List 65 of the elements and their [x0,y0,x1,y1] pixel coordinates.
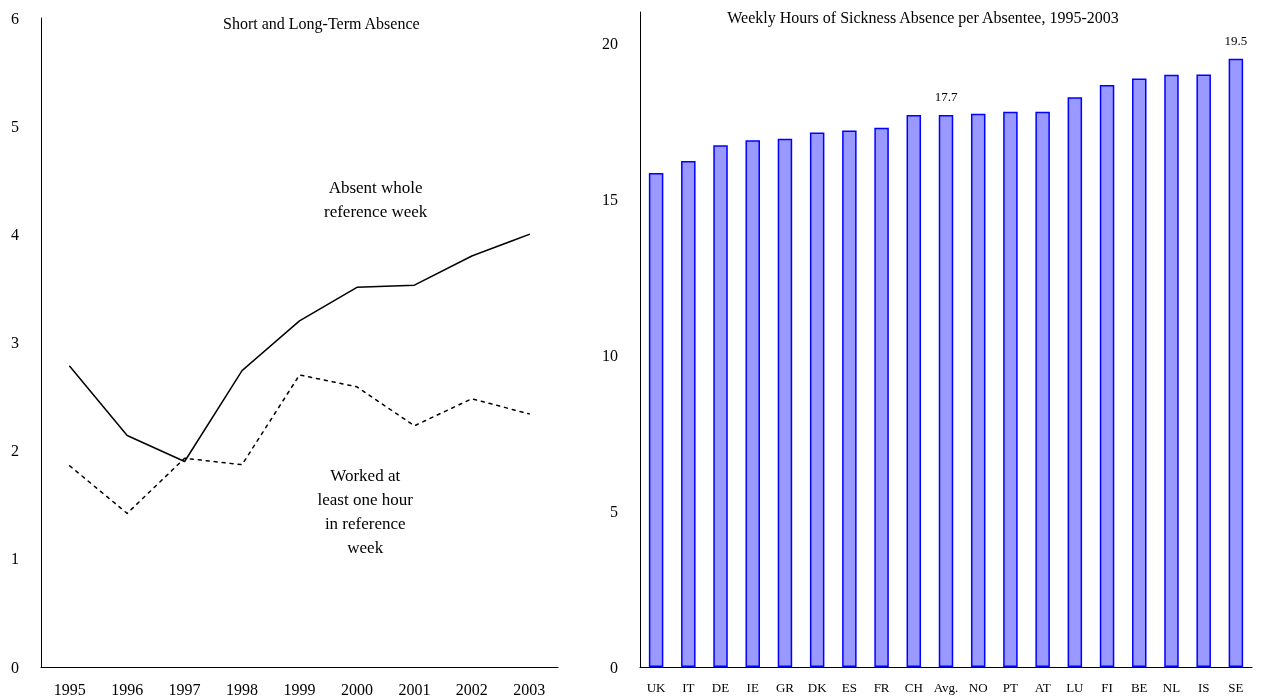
x-tick-label: ES [841,680,857,695]
data-label: 17.7 [934,88,958,104]
y-tick-label: 15 [602,190,618,208]
x-tick-label: Avg. [933,680,959,695]
y-tick-label: 4 [11,225,19,243]
bar [906,114,922,667]
x-tick-label: DE [711,680,730,695]
bar [1035,111,1050,667]
x-tick-label: IE [746,680,759,695]
x-tick-label: 1995 [53,680,86,698]
x-tick-label: 2000 [340,680,373,698]
y-tick-label: 5 [11,117,19,135]
bar [1132,78,1147,667]
x-tick-label: BE [1130,680,1148,695]
bar [938,114,954,667]
bar [1228,58,1244,667]
annotation: Worked at least one hour in reference week [317,465,414,557]
y-tick-label: 5 [610,502,618,520]
x-tick-label: 1997 [168,680,201,698]
y-tick-label: 0 [11,658,19,676]
x-tick-label: DK [807,680,828,695]
bar [1099,84,1115,667]
x-tick-label: IS [1197,680,1210,695]
bar [874,127,889,667]
x-tick-label: NO [968,680,988,695]
chart-title: Short and Long-Term Absence [223,14,420,33]
x-tick-label: 2003 [513,680,546,698]
x-tick-label: 1999 [283,680,316,698]
x-tick-label: PT [1002,680,1019,695]
x-tick-label: FR [873,680,890,695]
bar [842,130,857,667]
bar [1003,111,1018,667]
x-tick-label: CH [904,680,923,695]
x-tick-label: SE [1228,680,1244,695]
y-tick-label: 20 [602,34,618,52]
x-tick-label: LU [1066,680,1085,695]
x-tick-label: FI [1101,680,1113,695]
y-tick-label: 2 [11,442,19,460]
x-tick-label: 1998 [226,680,259,698]
y-tick-label: 10 [602,346,618,364]
x-tick-label: AT [1034,680,1051,695]
bar [1164,74,1179,667]
bar [1067,97,1083,667]
bar [648,172,664,667]
chart-title: Weekly Hours of Sickness Absence per Absentee, 1995-2003 [727,8,1119,27]
x-tick-label: 1996 [111,680,144,698]
x-tick-label: GR [775,680,795,695]
bar [681,161,696,667]
x-tick-label: 2001 [398,680,431,698]
bar [1196,74,1211,667]
bar [777,138,793,667]
x-tick-label: NL [1162,680,1181,695]
bar [745,140,760,667]
x-tick-label: IT [682,680,695,695]
bar [970,113,986,667]
bar [809,132,825,667]
data-label: 19.5 [1224,32,1248,48]
y-tick-label: 1 [11,550,19,568]
x-tick-label: 2002 [455,680,488,698]
annotation: Absent whole reference week [323,178,428,222]
bar [713,145,728,667]
y-tick-label: 6 [11,9,19,27]
x-tick-label: UK [646,680,667,695]
y-tick-label: 0 [610,658,618,676]
y-tick-label: 3 [11,334,19,351]
